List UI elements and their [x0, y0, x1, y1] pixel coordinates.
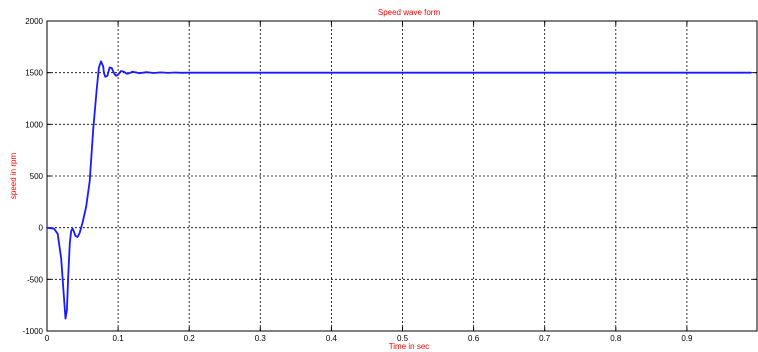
speed-series-line [46, 60, 752, 320]
x-tick-label: 0.6 [468, 334, 480, 343]
y-tick-label: 1500 [25, 69, 43, 78]
chart-title: Speed wave form [378, 8, 441, 17]
y-tick-label: -500 [27, 275, 44, 284]
x-tick-label: 0.5 [397, 334, 409, 343]
y-tick-label: 2000 [25, 17, 43, 26]
x-tick-label: 0.7 [539, 334, 551, 343]
plot-area [46, 20, 758, 332]
grid-lines [47, 21, 757, 331]
x-tick-label: 0.1 [113, 334, 125, 343]
x-axis-label: Time in sec [389, 342, 430, 351]
x-tick-label: 0.4 [326, 334, 338, 343]
y-tick-label: 500 [30, 172, 44, 181]
y-tick-label: 0 [39, 224, 44, 233]
y-tick-label: -1000 [23, 327, 44, 336]
y-axis-label: speed in rpm [9, 153, 18, 200]
x-tick-label: 0.8 [610, 334, 622, 343]
x-tick-label: 0.9 [681, 334, 693, 343]
x-tick-label: 0.3 [255, 334, 267, 343]
axis-ticks: 0 0.1 0.2 0.3 0.4 0.5 0.6 0.7 0.8 0.9 -1000 -500 0 50… [23, 17, 757, 343]
x-tick-label: 0.2 [184, 334, 196, 343]
x-tick-label: 0 [45, 334, 50, 343]
series-lines [46, 60, 752, 320]
y-tick-label: 1000 [25, 120, 43, 129]
